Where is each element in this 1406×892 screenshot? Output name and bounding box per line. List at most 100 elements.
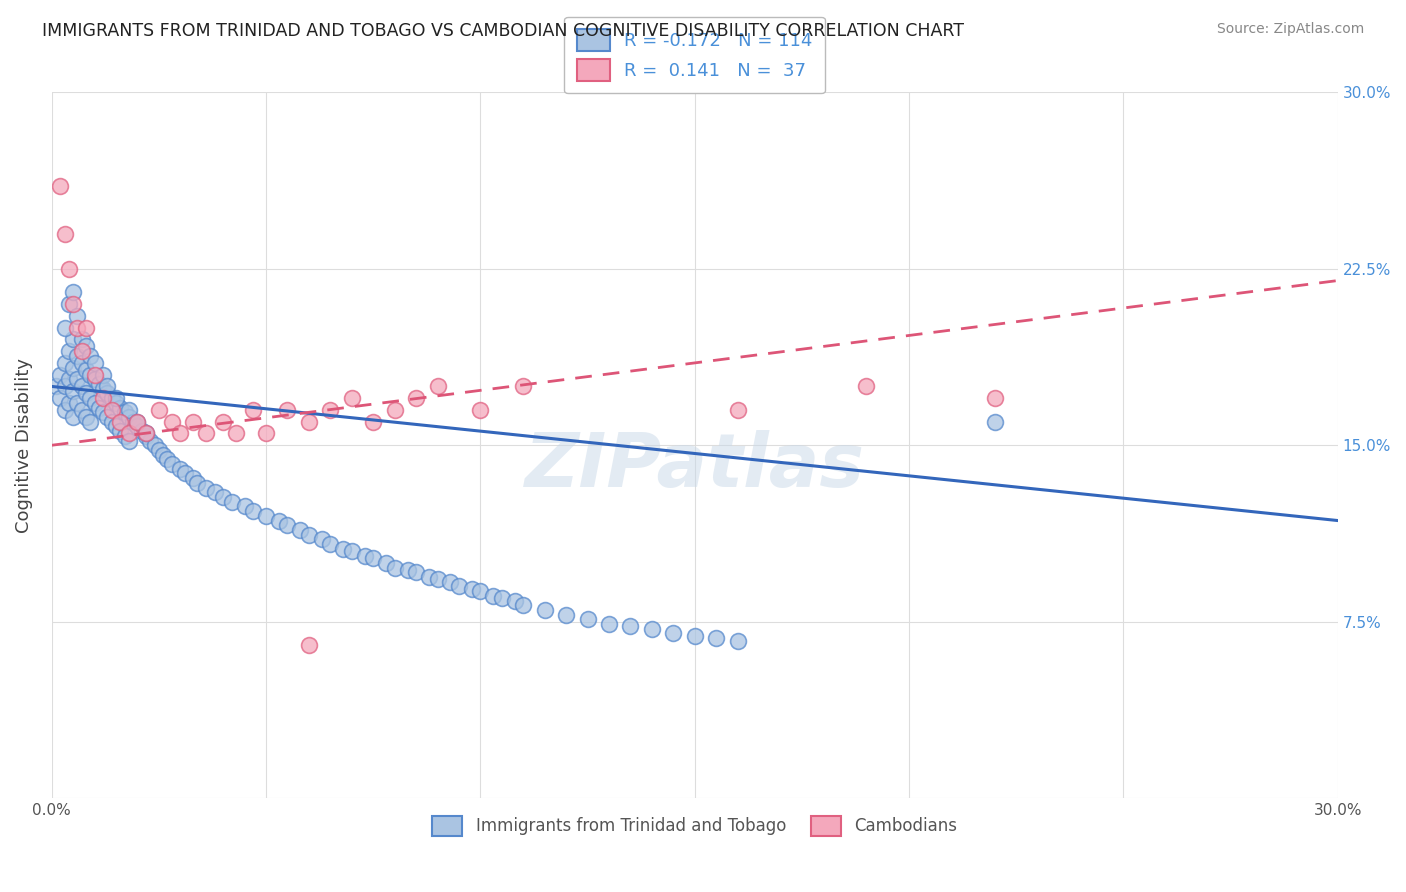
Point — [45, 379, 67, 393]
Point — [91, 368, 114, 382]
Point — [221, 494, 243, 508]
Point — [79, 368, 101, 382]
Point — [482, 589, 505, 603]
Point — [53, 403, 76, 417]
Point — [195, 481, 218, 495]
Text: IMMIGRANTS FROM TRINIDAD AND TOBAGO VS CAMBODIAN COGNITIVE DISABILITY CORRELATIO: IMMIGRANTS FROM TRINIDAD AND TOBAGO VS C… — [42, 22, 965, 40]
Point — [727, 403, 749, 417]
Text: ZIPatlas: ZIPatlas — [524, 430, 865, 503]
Point — [75, 386, 97, 401]
Point — [181, 415, 204, 429]
Point — [70, 403, 93, 417]
Point — [727, 633, 749, 648]
Point — [396, 563, 419, 577]
Point — [91, 382, 114, 396]
Point — [70, 379, 93, 393]
Point — [105, 396, 128, 410]
Point — [169, 426, 191, 441]
Point — [83, 368, 105, 382]
Point — [58, 396, 80, 410]
Point — [470, 403, 492, 417]
Point — [127, 415, 149, 429]
Point — [319, 403, 342, 417]
Point — [143, 438, 166, 452]
Point — [62, 332, 84, 346]
Point — [100, 391, 122, 405]
Point — [298, 638, 321, 652]
Point — [276, 518, 298, 533]
Point — [83, 396, 105, 410]
Point — [105, 419, 128, 434]
Point — [70, 344, 93, 359]
Point — [152, 448, 174, 462]
Point — [75, 339, 97, 353]
Point — [118, 426, 141, 441]
Point — [127, 419, 149, 434]
Point — [75, 320, 97, 334]
Point — [110, 424, 132, 438]
Point — [298, 527, 321, 541]
Point — [105, 391, 128, 405]
Point — [75, 363, 97, 377]
Point — [332, 541, 354, 556]
Point — [855, 379, 877, 393]
Point — [212, 490, 235, 504]
Y-axis label: Cognitive Disability: Cognitive Disability — [15, 358, 32, 533]
Point — [79, 391, 101, 405]
Point — [70, 332, 93, 346]
Point — [87, 401, 110, 415]
Point — [704, 631, 727, 645]
Point — [62, 410, 84, 425]
Point — [135, 426, 157, 441]
Legend: Immigrants from Trinidad and Tobago, Cambodians: Immigrants from Trinidad and Tobago, Cam… — [426, 809, 965, 843]
Point — [276, 403, 298, 417]
Point — [66, 372, 89, 386]
Point — [87, 377, 110, 392]
Point — [384, 403, 406, 417]
Point — [405, 566, 427, 580]
Point — [135, 426, 157, 441]
Point — [62, 297, 84, 311]
Point — [49, 179, 72, 194]
Point — [512, 379, 534, 393]
Point — [160, 457, 183, 471]
Point — [439, 574, 461, 589]
Point — [110, 401, 132, 415]
Point — [186, 475, 208, 490]
Point — [156, 452, 179, 467]
Point — [461, 582, 484, 596]
Point — [641, 622, 664, 636]
Point — [298, 415, 321, 429]
Point — [983, 415, 1005, 429]
Point — [242, 504, 264, 518]
Point — [49, 368, 72, 382]
Point — [100, 415, 122, 429]
Point — [58, 261, 80, 276]
Point — [173, 467, 195, 481]
Point — [233, 500, 256, 514]
Point — [79, 349, 101, 363]
Point — [361, 551, 384, 566]
Point — [319, 537, 342, 551]
Point — [555, 607, 578, 622]
Point — [576, 612, 599, 626]
Point — [96, 410, 118, 425]
Point — [340, 544, 363, 558]
Point — [148, 403, 170, 417]
Point — [426, 572, 449, 586]
Point — [53, 320, 76, 334]
Point — [131, 424, 153, 438]
Point — [114, 405, 136, 419]
Point — [375, 556, 398, 570]
Point — [267, 514, 290, 528]
Point — [58, 297, 80, 311]
Point — [418, 570, 440, 584]
Point — [135, 429, 157, 443]
Point — [683, 629, 706, 643]
Point — [225, 426, 247, 441]
Point — [53, 379, 76, 393]
Point — [66, 349, 89, 363]
Point — [110, 415, 132, 429]
Point — [426, 379, 449, 393]
Point — [96, 379, 118, 393]
